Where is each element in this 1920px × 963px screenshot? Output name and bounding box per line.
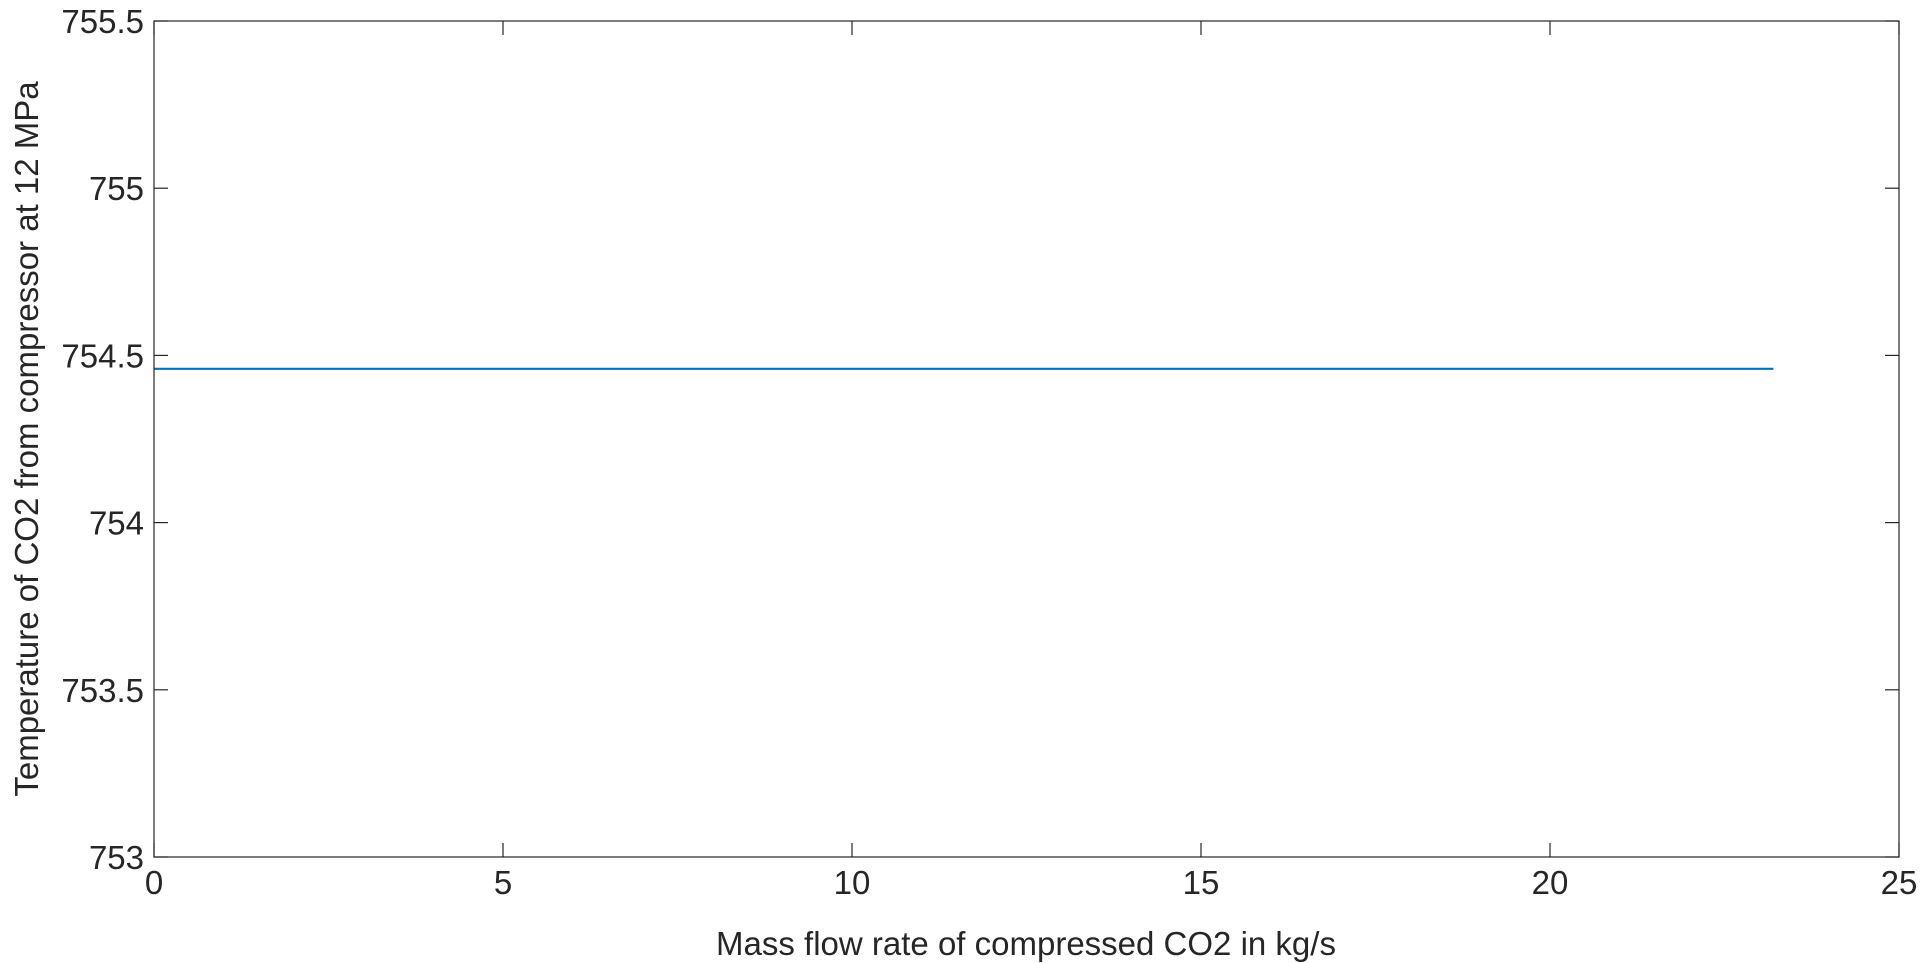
y-tick-labels: 753 753.5 754 754.5 755 755.5 — [61, 3, 144, 876]
x-tick-label: 10 — [834, 864, 871, 901]
x-tick-label: 0 — [145, 864, 163, 901]
y-tick-label: 755.5 — [61, 3, 144, 40]
y-tick-label: 753 — [89, 839, 144, 876]
y-tick-label: 755 — [89, 170, 144, 207]
x-axis-label: Mass flow rate of compressed CO2 in kg/s — [716, 925, 1336, 962]
y-tick-label: 754.5 — [61, 337, 144, 374]
x-tick-label: 20 — [1532, 864, 1569, 901]
axes-box — [153, 20, 1900, 858]
y-tick-label: 754 — [89, 505, 144, 542]
y-tick-label: 753.5 — [61, 672, 144, 709]
y-axis-label: Temperature of CO2 from compressor at 12… — [8, 81, 45, 797]
x-tick-labels: 0 5 10 15 20 25 — [145, 864, 1918, 901]
plot-area — [154, 21, 1899, 857]
x-tick-label: 15 — [1183, 864, 1220, 901]
x-tick-label: 5 — [494, 864, 512, 901]
x-tick-label: 25 — [1881, 864, 1918, 901]
